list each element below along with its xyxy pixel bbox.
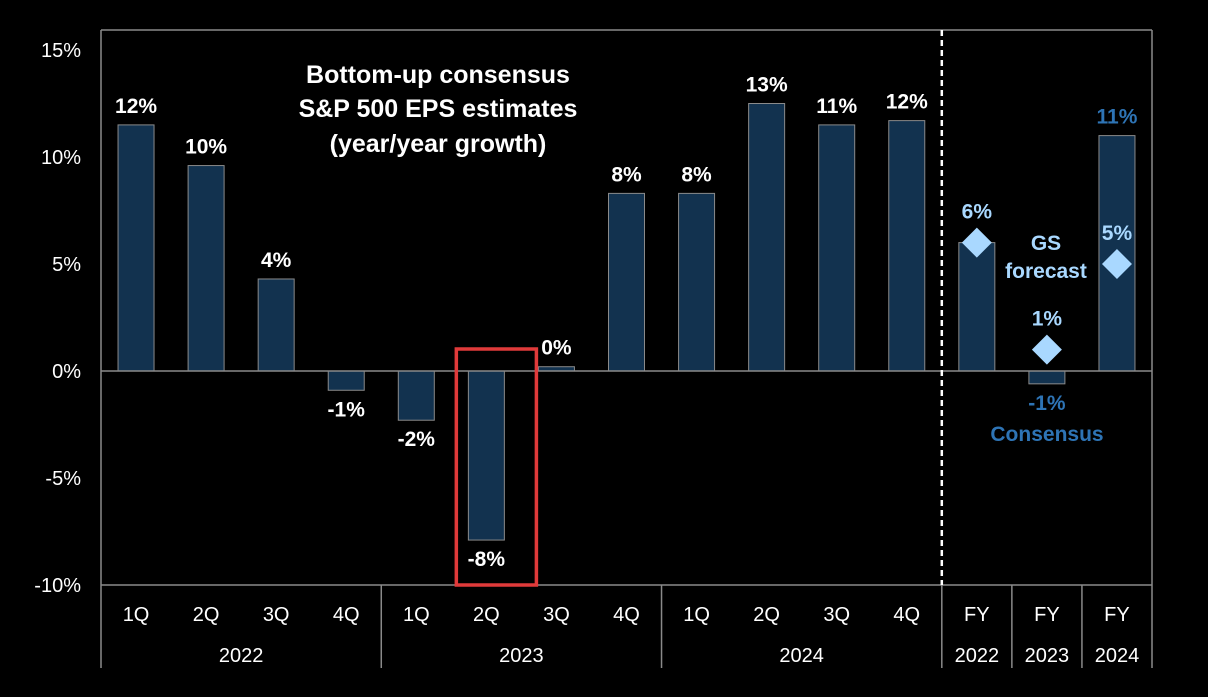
x-group-label: 2024 [1095,645,1140,667]
x-tick-label: 3Q [823,604,850,626]
bar-value-label: 10% [185,136,227,159]
bar-value-label: 4% [261,249,292,272]
x-tick-label: 1Q [403,604,430,626]
bar [117,124,155,372]
gs-forecast-value-label: 6% [962,201,993,224]
x-tick-label: 2Q [753,604,780,626]
x-tick-label: 1Q [683,604,710,626]
bar-value-label: 11% [1097,106,1138,129]
x-group-label: 2023 [499,645,544,667]
title-line-3: (year/year growth) [330,130,547,158]
bar-value-label: 13% [746,74,788,97]
gs-forecast-label: GS forecast [1005,232,1087,283]
bar [678,192,716,372]
bar-value-label: 12% [115,95,157,118]
bar [397,370,435,421]
bar [467,370,505,541]
bar [748,103,786,372]
title-line-2: S&P 500 EPS estimates [299,95,578,123]
x-tick-label: 4Q [613,604,640,626]
bar [958,242,996,372]
bar-value-label: 8% [611,163,642,186]
bar-value-label: 12% [886,91,928,114]
bar-value-label: -8% [468,548,506,571]
x-tick-label: 2Q [193,604,220,626]
y-tick-label: 15% [41,40,81,62]
consensus-label: Consensus [990,423,1103,446]
x-tick-label: FY [964,604,990,626]
bar [187,165,225,372]
x-tick-label: 4Q [893,604,920,626]
bar [818,124,856,372]
x-tick-label: FY [1034,604,1060,626]
gs-forecast-diamond [961,227,992,258]
bar [888,120,926,372]
bar-value-label: 8% [681,163,712,186]
title-line-1: Bottom-up consensus [306,61,570,89]
x-tick-label: 4Q [333,604,360,626]
y-tick-label: -10% [34,575,81,597]
x-group-label: 2022 [219,645,264,667]
bar [608,192,645,372]
bar-value-label: 0% [541,337,572,360]
x-tick-label: 2Q [473,604,500,626]
x-tick-label: 3Q [543,604,570,626]
gs-label-line-1: GS [1031,232,1061,255]
gs-forecast-diamond [1031,334,1062,365]
bar [257,278,295,372]
gs-forecast-value-label: 1% [1032,308,1063,331]
bar-value-label: 11% [816,95,857,118]
bar-value-label: -1% [1028,392,1066,415]
gs-forecast-value-label: 5% [1102,222,1133,245]
bar-value-label: -2% [398,428,436,451]
x-tick-label: 1Q [123,604,150,626]
y-tick-label: 10% [41,147,81,169]
y-tick-label: 0% [52,361,81,383]
gs-label-line-2: forecast [1005,260,1087,283]
x-group-label: 2022 [955,645,1000,667]
y-tick-label: 5% [52,254,81,276]
bar [327,370,365,391]
x-tick-label: FY [1104,604,1130,626]
x-tick-label: 3Q [263,604,290,626]
x-group-label: 2024 [779,645,824,667]
bar [1028,370,1066,385]
highlight-box [454,347,539,587]
y-tick-label: -5% [45,468,81,490]
x-group-label: 2023 [1025,645,1070,667]
chart-title: Bottom-up consensus S&P 500 EPS estimate… [299,61,578,158]
gs-forecast-diamond [1101,249,1132,279]
bar-value-label: -1% [328,398,366,421]
